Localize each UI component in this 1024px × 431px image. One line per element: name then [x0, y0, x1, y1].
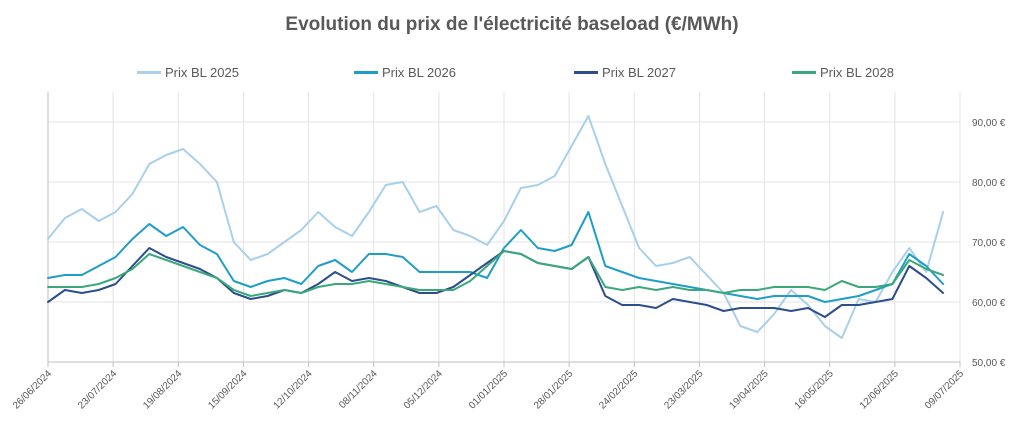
y-tick-label: 90,00 €	[972, 118, 1006, 129]
x-tick-label: 05/12/2024	[402, 368, 445, 411]
series-line	[47, 250, 945, 297]
x-tick-label: 23/07/2024	[76, 368, 119, 411]
y-tick-label: 60,00 €	[972, 298, 1006, 309]
legend-swatch	[137, 70, 161, 74]
x-tick-label: 24/02/2025	[597, 368, 640, 411]
legend-swatch	[354, 70, 378, 74]
x-tick-label: 01/01/2025	[467, 368, 510, 411]
legend-label: Prix BL 2025	[165, 64, 239, 80]
legend-item: Prix BL 2027	[574, 63, 676, 81]
x-tick-label: 16/05/2025	[793, 368, 836, 411]
series-line	[47, 211, 945, 303]
x-tick-label: 08/11/2024	[337, 368, 380, 411]
x-tick-label: 23/03/2025	[662, 368, 705, 411]
y-tick-label: 50,00 €	[972, 358, 1006, 369]
chart-title: Evolution du prix de l'électricité basel…	[285, 14, 739, 35]
y-tick-label: 80,00 €	[972, 178, 1006, 189]
x-tick-label: 09/07/2025	[923, 368, 966, 411]
x-tick-label: 15/09/2024	[206, 368, 249, 411]
x-tick-label: 19/04/2025	[728, 368, 771, 411]
x-tick-label: 12/06/2025	[858, 368, 901, 411]
series-line	[47, 247, 945, 318]
legend-label: Prix BL 2026	[382, 64, 456, 80]
legend-item: Prix BL 2025	[137, 63, 239, 81]
legend-item: Prix BL 2028	[792, 63, 894, 81]
x-tick-label: 12/10/2024	[272, 368, 315, 411]
legend-item: Prix BL 2026	[354, 63, 456, 81]
x-tick-label: 26/06/2024	[11, 368, 54, 411]
legend-label: Prix BL 2028	[820, 64, 894, 80]
legend-swatch	[792, 70, 816, 74]
chart-legend: Prix BL 2025 Prix BL 2026 Prix BL 2027 Prix…	[0, 63, 1024, 81]
legend-label: Prix BL 2027	[602, 64, 676, 80]
legend-swatch	[574, 70, 598, 74]
y-tick-label: 70,00 €	[972, 238, 1006, 249]
series-line	[47, 115, 945, 339]
x-tick-label: 28/01/2025	[532, 368, 575, 411]
x-tick-label: 19/08/2024	[141, 368, 184, 411]
